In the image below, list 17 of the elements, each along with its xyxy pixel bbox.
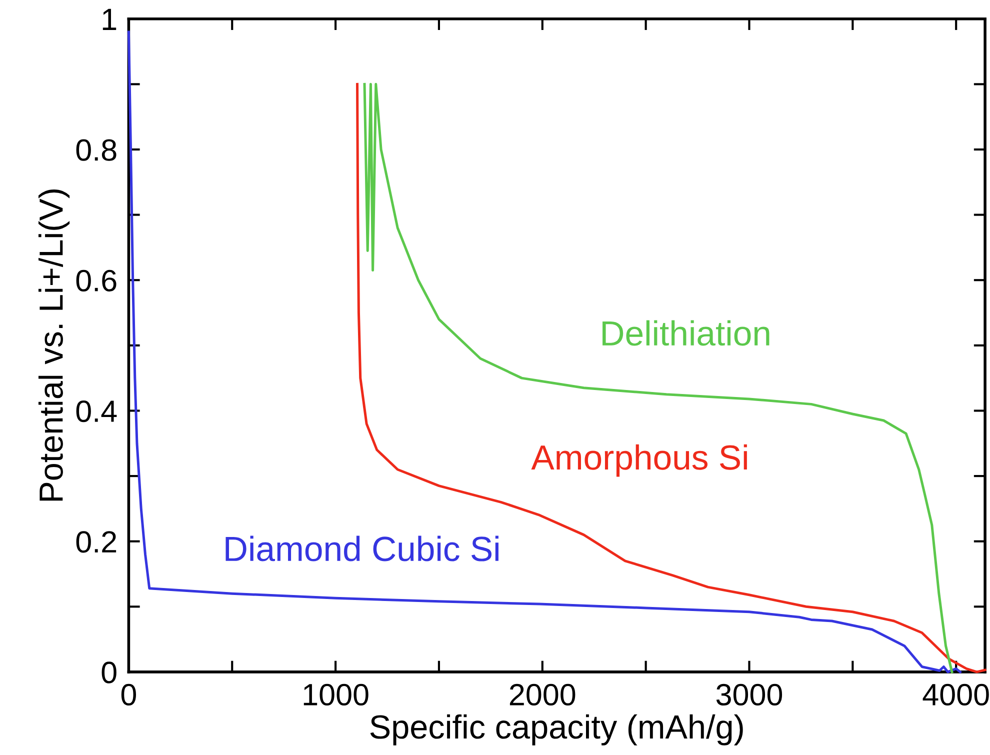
x-tick-label: 1000 [304,684,368,706]
x-tick-label: 4000 [922,684,989,706]
y-tick-label: 0.6 [76,270,116,292]
x-tick-label: 3000 [716,684,782,706]
y-tick-label: 0.8 [76,139,116,161]
y-tick-label: 0.2 [76,531,116,553]
line-series [127,30,962,674]
series-label: Delithiation [602,320,770,346]
series-label: Diamond Cubic Si [226,536,498,562]
x-axis-title: Specific capacity (mAh/g) [370,714,743,746]
y-tick-label: 0.4 [76,400,117,422]
x-tick-label: 2000 [510,684,576,706]
x-tick-label: 0 [121,684,136,706]
series-label: Amorphous Si [531,444,747,477]
y-tick-label: 1 [102,8,116,30]
y-axis-title: Potential vs. Li+/Li(V) [38,190,70,501]
y-tick-label: 0 [102,662,116,684]
